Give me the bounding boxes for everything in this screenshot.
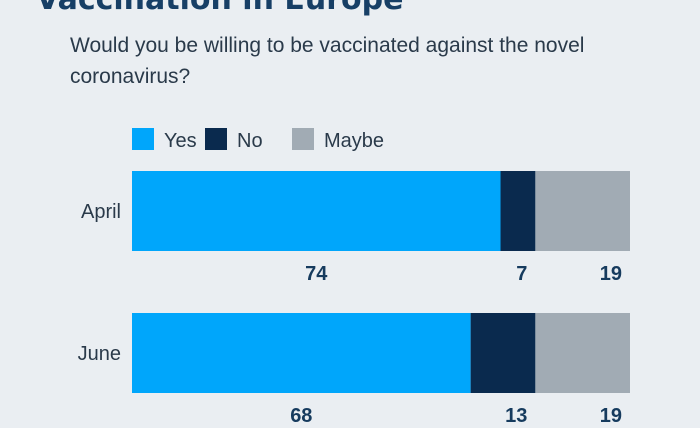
legend-swatch-maybe bbox=[292, 128, 314, 150]
bar-segment-june-no bbox=[470, 313, 536, 393]
bar-segment-april-no bbox=[500, 171, 536, 251]
value-label-june-maybe: 19 bbox=[600, 405, 622, 427]
value-label-june-no: 13 bbox=[505, 405, 527, 427]
legend-label-maybe: Maybe bbox=[324, 130, 384, 152]
bar-segment-april-maybe bbox=[535, 171, 630, 251]
chart-title-mark: * bbox=[403, 0, 410, 2]
category-label-june: June bbox=[78, 343, 121, 365]
chart-subtitle: Would you be willing to be vaccinated ag… bbox=[70, 34, 585, 88]
legend-label-no: No bbox=[237, 130, 263, 152]
chart-title: Vaccination in Europe* bbox=[36, 0, 411, 17]
value-label-april-no: 7 bbox=[516, 263, 527, 285]
category-label-april: April bbox=[81, 201, 121, 223]
value-label-april-maybe: 19 bbox=[600, 263, 622, 285]
legend-swatch-no bbox=[205, 128, 227, 150]
value-label-june-yes: 68 bbox=[290, 405, 312, 427]
legend-label-yes: Yes bbox=[164, 130, 197, 152]
bar-segment-april-yes bbox=[132, 171, 501, 251]
chart-title-text: Vaccination in Europe bbox=[36, 0, 403, 17]
value-label-april-yes: 74 bbox=[305, 263, 328, 285]
bar-segment-june-yes bbox=[132, 313, 471, 393]
legend-swatch-yes bbox=[132, 128, 154, 150]
bar-segment-june-maybe bbox=[535, 313, 630, 393]
